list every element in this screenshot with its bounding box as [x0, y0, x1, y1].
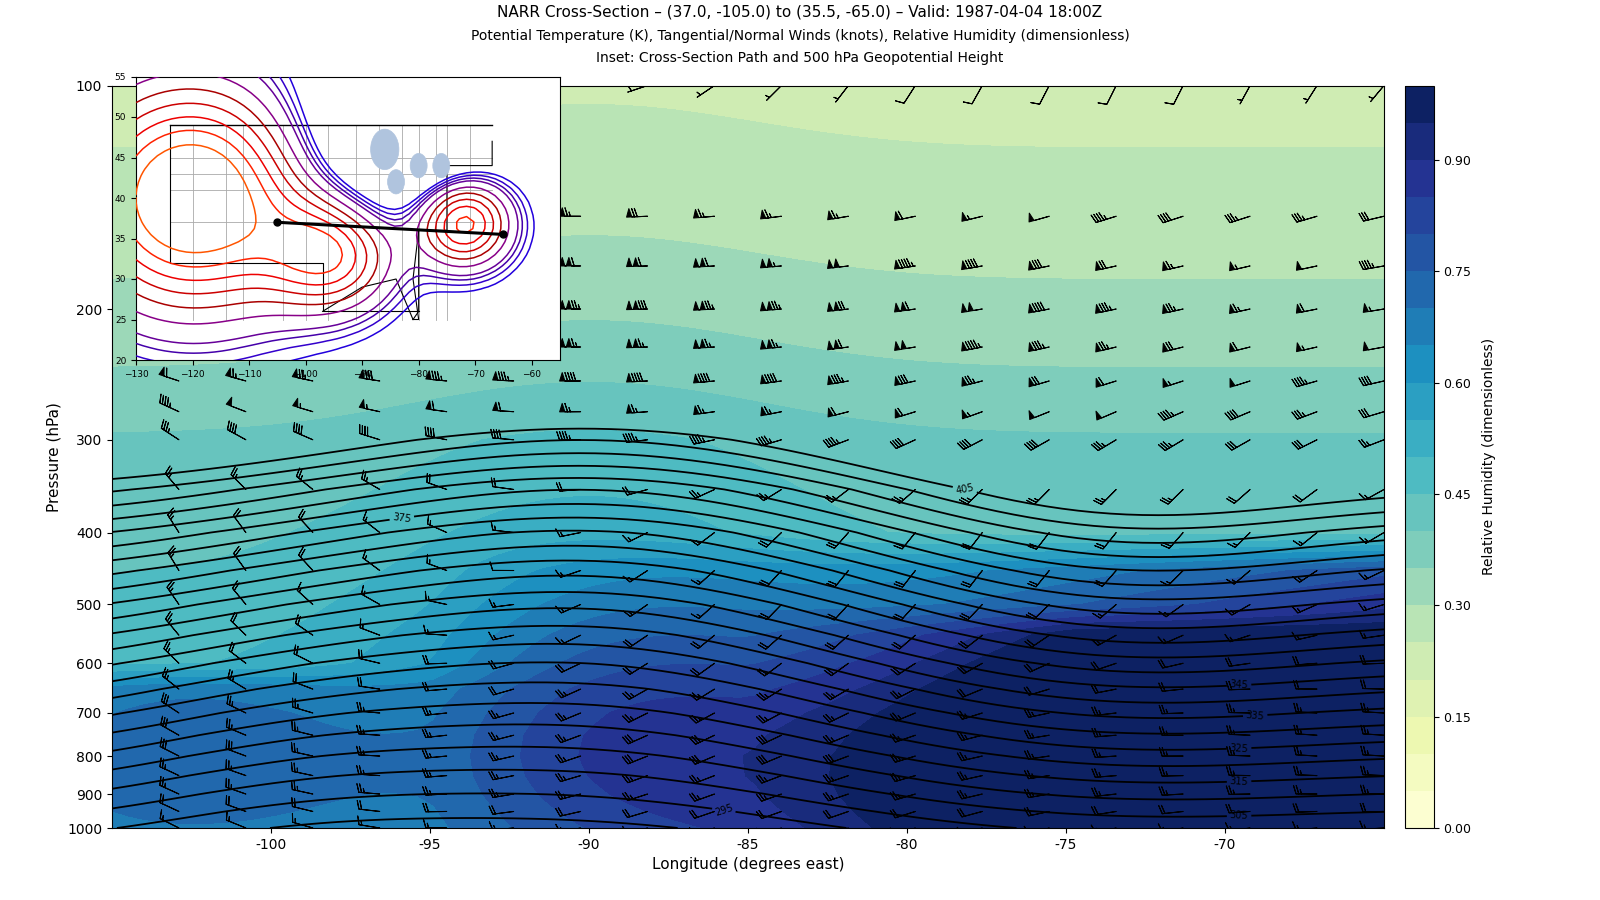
Y-axis label: Pressure (hPa): Pressure (hPa): [46, 401, 61, 512]
Text: NARR Cross-Section – (37.0, -105.0) to (35.5, -65.0) – Valid: 1987-04-04 18:00Z: NARR Cross-Section – (37.0, -105.0) to (…: [498, 4, 1102, 20]
Text: 295: 295: [714, 803, 734, 818]
Circle shape: [371, 130, 398, 170]
Text: Inset: Cross-Section Path and 500 hPa Geopotential Height: Inset: Cross-Section Path and 500 hPa Ge…: [597, 51, 1003, 66]
Text: 325: 325: [1229, 742, 1248, 754]
Text: 315: 315: [1229, 776, 1248, 788]
Circle shape: [387, 169, 405, 194]
X-axis label: Longitude (degrees east): Longitude (degrees east): [651, 858, 845, 872]
Text: Potential Temperature (K), Tangential/Normal Winds (knots), Relative Humidity (d: Potential Temperature (K), Tangential/No…: [470, 29, 1130, 43]
Circle shape: [410, 154, 427, 178]
Text: 405: 405: [955, 482, 974, 496]
Text: 305: 305: [1229, 810, 1248, 822]
Circle shape: [434, 154, 450, 178]
Text: 345: 345: [1229, 680, 1248, 691]
Text: 335: 335: [1245, 710, 1266, 721]
Text: 375: 375: [392, 512, 411, 525]
Y-axis label: Relative Humidity (dimensionless): Relative Humidity (dimensionless): [1483, 338, 1496, 575]
